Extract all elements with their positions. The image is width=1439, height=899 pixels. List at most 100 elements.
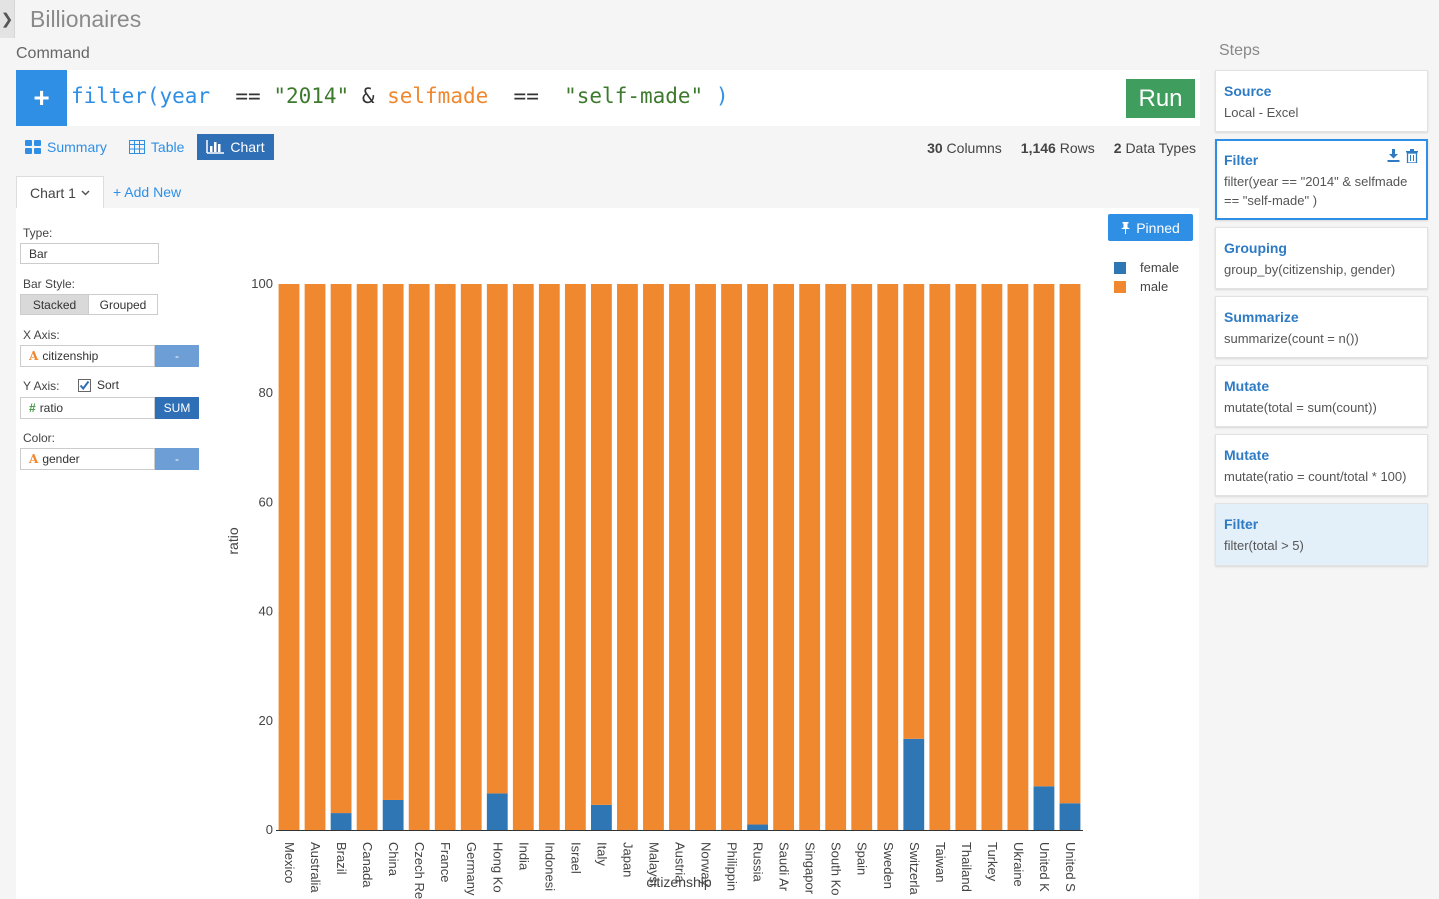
- command-input[interactable]: filter(year == "2014" & selfmade == "sel…: [71, 84, 729, 108]
- step-grouping[interactable]: Grouping group_by(citizenship, gender): [1215, 227, 1428, 289]
- tab-summary-label: Summary: [47, 139, 107, 155]
- bar-male: [877, 284, 899, 830]
- data-types-label: Data Types: [1125, 140, 1196, 156]
- step-title: Source: [1224, 83, 1272, 99]
- rows-count: 1,146: [1020, 140, 1056, 156]
- sort-checkbox[interactable]: [78, 378, 91, 392]
- table-icon: [128, 140, 145, 154]
- bar-female: [382, 799, 404, 830]
- chart-tab-1[interactable]: Chart 1: [16, 176, 104, 209]
- y-axis-title: ratio: [225, 527, 241, 554]
- bar-male: [434, 284, 456, 830]
- x-tick-label: Japan: [620, 842, 635, 877]
- x-tick-label: Italy: [594, 842, 609, 866]
- chart-type-select[interactable]: Bar: [20, 243, 159, 264]
- grouped-option[interactable]: Grouped: [99, 297, 147, 312]
- grid-icon: [25, 140, 41, 154]
- bar-female: [1059, 803, 1081, 830]
- tab-chart-label: Chart: [230, 139, 265, 155]
- bar-male: [356, 284, 378, 830]
- command-label: Command: [16, 45, 90, 62]
- step-title: Mutate: [1224, 447, 1270, 463]
- pin-icon: [1121, 221, 1131, 234]
- bar-male: [929, 284, 951, 830]
- tab-table[interactable]: Table: [120, 134, 193, 160]
- x-tick-label: India: [516, 842, 531, 871]
- x-tick-label: Russia: [751, 842, 766, 883]
- tab-summary[interactable]: Summary: [16, 134, 116, 160]
- command-token: ==: [210, 84, 274, 108]
- step-filter-total[interactable]: Filter filter(total > 5): [1215, 503, 1428, 566]
- chevron-right-icon: ❯: [0, 11, 14, 28]
- tab-chart[interactable]: Chart: [197, 134, 274, 160]
- x-tick-label: Switzerla: [907, 842, 922, 896]
- bar-male: [590, 284, 612, 805]
- stacked-option[interactable]: Stacked: [21, 295, 89, 314]
- bar-male: [512, 284, 534, 830]
- bar-male: [721, 284, 742, 830]
- steps-title: Steps: [1219, 42, 1260, 59]
- x-tick-label: Turkey: [985, 842, 1000, 882]
- step-description: filter(total > 5): [1224, 538, 1304, 553]
- step-description: filter(year == "2014" & selfmade == "sel…: [1224, 174, 1408, 208]
- pinned-button[interactable]: Pinned: [1108, 214, 1193, 241]
- x-tick-label: China: [386, 842, 401, 877]
- color-label: Color:: [23, 431, 56, 445]
- x-tick-label: Saudi Ar: [777, 842, 792, 892]
- chevron-down-icon: [81, 190, 90, 196]
- collapse-sidebar-button[interactable]: ❯: [0, 0, 15, 38]
- step-summarize[interactable]: Summarize summarize(count = n()): [1215, 296, 1428, 358]
- step-title: Filter: [1224, 516, 1259, 532]
- y-axis-function-button[interactable]: SUM: [155, 397, 199, 419]
- run-button[interactable]: Run: [1126, 79, 1195, 118]
- columns-label: Columns: [946, 140, 1002, 156]
- chart-panel: Type: Bar Bar Style: Stacked Grouped X A…: [16, 208, 1199, 899]
- step-mutate-ratio[interactable]: Mutate mutate(ratio = count/total * 100): [1215, 434, 1428, 496]
- y-axis-column[interactable]: # ratio: [20, 397, 155, 419]
- add-new-chart-link[interactable]: + Add New: [113, 184, 182, 200]
- step-title: Grouping: [1224, 240, 1287, 256]
- y-tick-label: 20: [259, 713, 273, 728]
- y-tick-label: 80: [259, 385, 273, 400]
- pinned-label: Pinned: [1136, 219, 1180, 236]
- bar-male: [799, 284, 821, 830]
- bar-male: [851, 284, 873, 830]
- x-tick-label: Philippin: [725, 842, 740, 891]
- trash-icon[interactable]: [1406, 149, 1418, 163]
- bar-male: [538, 284, 560, 830]
- bar-male: [564, 284, 586, 830]
- x-tick-label: South Ko: [829, 842, 844, 896]
- add-command-button[interactable]: +: [16, 70, 67, 126]
- step-mutate-total[interactable]: Mutate mutate(total = sum(count)): [1215, 365, 1428, 427]
- x-tick-label: Norway: [699, 842, 714, 887]
- x-tick-label: Brazil: [334, 842, 349, 875]
- columns-count: 30: [927, 140, 943, 156]
- color-function-button[interactable]: -: [155, 448, 199, 470]
- step-source[interactable]: Source Local - Excel: [1215, 70, 1428, 132]
- bar-male: [695, 284, 716, 830]
- step-filter-year[interactable]: Filter filter(year == "2014" & selfmade …: [1215, 139, 1428, 220]
- x-tick-label: Taiwan: [933, 842, 948, 882]
- view-tabs: Summary Table Chart: [16, 134, 278, 160]
- command-token: &: [349, 84, 388, 108]
- x-axis-function-button[interactable]: -: [155, 345, 199, 367]
- sort-checkbox-group: Sort: [78, 378, 119, 392]
- command-bar: + filter(year == "2014" & selfmade == "s…: [16, 70, 1200, 126]
- page-title: Billionaires: [30, 6, 142, 32]
- x-tick-label: Ukraine: [1011, 842, 1026, 887]
- step-description: mutate(total = sum(count)): [1224, 400, 1377, 415]
- y-tick-label: 40: [259, 604, 273, 619]
- y-axis-field: # ratio SUM: [20, 397, 199, 419]
- bar-female: [486, 793, 508, 830]
- download-icon[interactable]: [1387, 149, 1400, 163]
- command-token: ): [703, 84, 729, 108]
- bar-male: [1059, 284, 1081, 804]
- x-tick-label: Germany: [464, 842, 479, 896]
- x-tick-label: Spain: [855, 842, 870, 875]
- x-tick-label: Hong Ko: [490, 842, 505, 893]
- x-tick-label: Malaysi: [646, 842, 661, 886]
